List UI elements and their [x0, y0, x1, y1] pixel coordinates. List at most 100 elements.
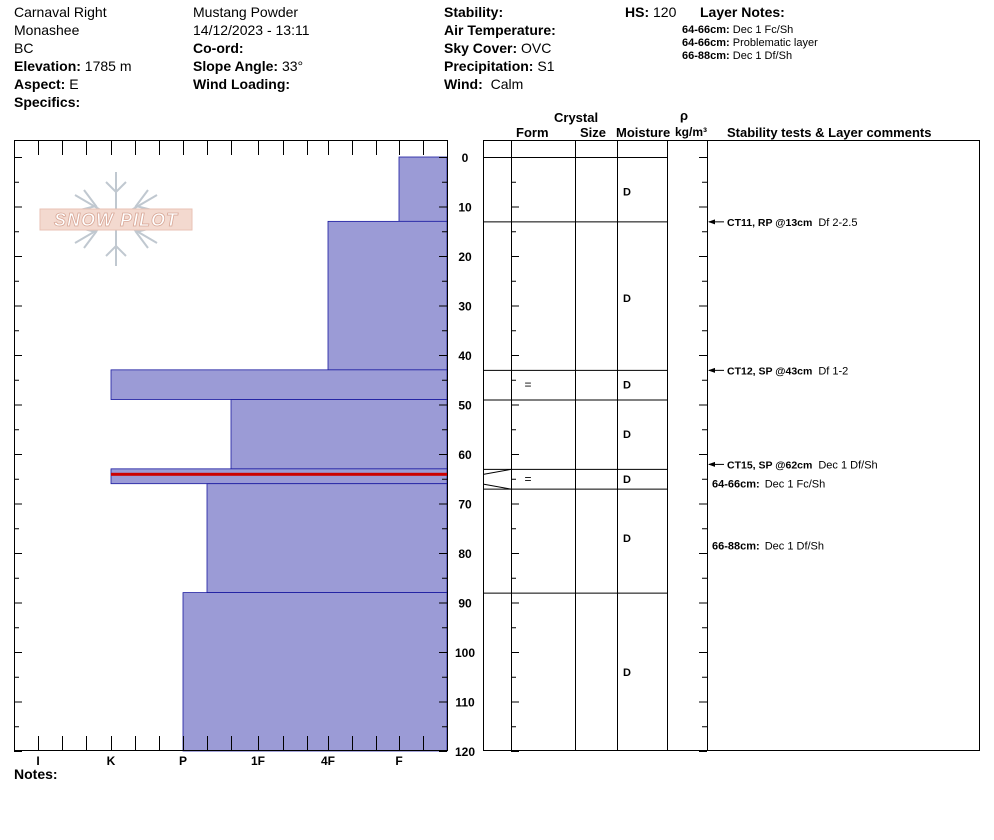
crystal-header: Crystal	[554, 110, 599, 125]
slope-row: Slope Angle: 33°	[193, 58, 303, 74]
depth-tick-label: 20	[458, 250, 472, 264]
depth-tick-label: 80	[458, 547, 472, 561]
depth-tick-label: 30	[458, 300, 472, 314]
depth-tick-label: 0	[462, 151, 469, 165]
observer-name: Mustang Powder	[193, 4, 299, 20]
layer-connector-line	[483, 483, 512, 490]
coord-label: Co-ord:	[193, 40, 244, 56]
layer-note: 64-66cm: Problematic layer	[682, 37, 818, 49]
depth-tick-label: 60	[458, 448, 472, 462]
hardness-bar	[182, 592, 448, 752]
air-temp-label: Air Temperature:	[444, 22, 556, 38]
problem-layer-marker	[111, 472, 447, 476]
wind-value: Calm	[490, 76, 524, 92]
hs-row: HS: 120	[625, 4, 676, 20]
elevation-label: Elevation:	[14, 58, 81, 74]
hardness-plot-frame	[14, 140, 448, 751]
layer-note-text: Problematic layer	[732, 37, 818, 49]
wind-loading-label: Wind Loading:	[193, 76, 291, 92]
precip-label: Precipitation:	[444, 58, 534, 74]
moisture-label: D	[623, 474, 631, 486]
moisture-label: D	[623, 380, 631, 392]
location-name: Carnaval Right	[14, 4, 107, 20]
hardness-tick-label: K	[107, 754, 116, 768]
elevation-row: Elevation: 1785 m	[14, 58, 132, 74]
observation-datetime: 14/12/2023 - 13:11	[193, 22, 310, 38]
rho-header: ρ	[680, 108, 689, 123]
province: BC	[14, 40, 34, 56]
layer-note: 64-66cm: Dec 1 Fc/Sh	[682, 24, 793, 36]
layer-note-range: 64-66cm:	[682, 24, 730, 36]
arrow-head-icon	[708, 219, 715, 225]
size-header: Size	[580, 125, 607, 140]
aspect-label: Aspect:	[14, 76, 66, 92]
elevation-value: 1785 m	[84, 58, 132, 74]
depth-tick-label: 70	[458, 498, 472, 512]
snowpilot-logo: SNOW PILOT	[39, 172, 193, 266]
comments-header: Stability tests & Layer comments	[727, 125, 932, 140]
sky-label: Sky Cover:	[444, 40, 518, 56]
layer-connector-line	[483, 468, 512, 475]
hs-value: 120	[653, 4, 677, 20]
hardness-tick-label: P	[179, 754, 187, 768]
moisture-label: D	[623, 187, 631, 199]
form-header: Form	[516, 125, 549, 140]
form-symbol: =	[524, 378, 531, 392]
density-unit-header: kg/m³	[675, 125, 708, 139]
notes-label: Notes:	[14, 766, 58, 782]
moisture-label: D	[623, 429, 631, 441]
hardness-bar	[327, 220, 448, 371]
hardness-bar	[398, 156, 448, 222]
layer-comment-text: 64-66cm: Dec 1 Fc/Sh	[712, 479, 825, 491]
specifics-label: Specifics:	[14, 94, 81, 110]
hs-label: HS:	[625, 4, 650, 20]
precip-value: S1	[537, 58, 555, 74]
slope-label: Slope Angle:	[193, 58, 279, 74]
logo-banner	[39, 208, 193, 231]
layer-comment-text: 66-88cm: Dec 1 Df/Sh	[712, 541, 824, 553]
stability-test-text: CT12, SP @43cm Df 1-2	[727, 365, 848, 377]
layer-note-text: Dec 1 Df/Sh	[732, 50, 793, 62]
arrow-head-icon	[708, 367, 715, 373]
aspect-value: E	[69, 76, 79, 92]
depth-tick-label: 110	[455, 696, 475, 710]
precip-row: Precipitation: S1	[444, 58, 554, 74]
stability-test-text: CT11, RP @13cm Df 2-2.5	[727, 217, 857, 229]
aspect-row: Aspect: E	[14, 76, 79, 92]
hardness-tick-label: I	[36, 754, 39, 768]
hardness-tick-label: F	[395, 754, 402, 768]
hardness-bar	[206, 483, 448, 594]
stability-label: Stability:	[444, 4, 504, 20]
arrow-head-icon	[708, 461, 715, 467]
crystal-table-frame	[483, 140, 980, 751]
layer-note: 66-88cm: Dec 1 Df/Sh	[682, 50, 792, 62]
sky-value: OVC	[521, 40, 552, 56]
wind-label: Wind:	[444, 76, 483, 92]
depth-tick-label: 40	[458, 349, 472, 363]
layer-note-text: Dec 1 Fc/Sh	[732, 24, 794, 36]
depth-tick-label: 100	[455, 646, 475, 660]
wind-row: Wind: Calm	[444, 76, 523, 92]
depth-tick-label: 10	[458, 201, 472, 215]
hardness-tick-label: 1F	[251, 754, 265, 768]
slope-value: 33°	[281, 58, 304, 74]
depth-tick-label: 90	[458, 597, 472, 611]
stability-test-text: CT15, SP @62cm Dec 1 Df/Sh	[727, 459, 878, 471]
logo-text: SNOW PILOT	[54, 210, 179, 230]
layer-note-range: 64-66cm:	[682, 37, 730, 49]
hardness-bar	[110, 369, 448, 400]
sky-row: Sky Cover: OVC	[444, 40, 551, 56]
moisture-header: Moisture	[616, 125, 671, 140]
moisture-label: D	[623, 293, 631, 305]
moisture-label: D	[623, 667, 631, 679]
hardness-bar	[230, 399, 448, 470]
hardness-tick-label: 4F	[321, 754, 335, 768]
layer-note-range: 66-88cm:	[682, 50, 730, 62]
moisture-label: D	[623, 533, 631, 545]
depth-tick-label: 50	[458, 399, 472, 413]
layer-notes-title: Layer Notes:	[700, 4, 785, 20]
mountain-range: Monashee	[14, 22, 80, 38]
depth-tick-label: 120	[455, 745, 475, 759]
form-symbol: =	[524, 472, 531, 486]
